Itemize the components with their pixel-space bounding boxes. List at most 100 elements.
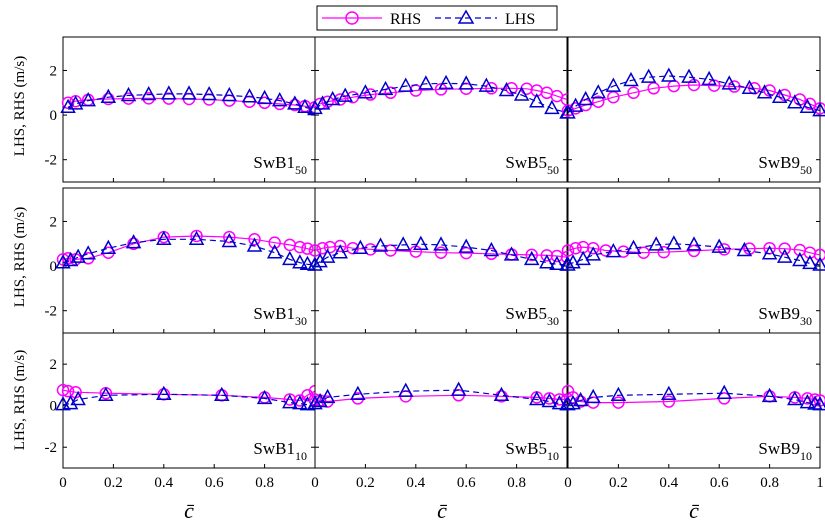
legend: RHS LHS [316,5,558,31]
rhs-point [627,86,640,100]
rhs-line [62,235,316,261]
lhs-point [256,389,273,405]
lhs-point [812,396,825,411]
panel-label: SwB950 [758,153,812,177]
x-tick-label: 0 [59,475,67,491]
y-tick-label: 2 [50,63,58,79]
panel-swb1-50: -2 0 2 SwB150 [45,36,323,183]
lhs-point [565,254,581,269]
panel-swb1-30: -2 0 2 SwB130 [45,187,323,334]
lhs-point [787,390,803,406]
x-tick-label: 0 [311,475,319,491]
lhs-point [70,390,86,406]
lhs-point [523,250,540,266]
rhs-point [333,239,347,253]
lhs-point [541,392,558,408]
rhs-point [569,241,582,255]
lhs-point [787,94,803,109]
rhs-point [248,233,261,246]
lhs-point [560,256,576,271]
lhs-point [544,99,560,115]
rhs-point [813,248,825,262]
lhs-point [357,84,374,99]
lhs-point [181,85,197,100]
rhs-point [61,96,75,110]
x-axis-label-col3: c̄ [689,498,700,523]
y-axis-label-row2: LHS, RHS (m/s) [12,207,28,307]
lhs-point [312,392,328,408]
panel-frame [62,187,316,334]
rhs-point [308,244,322,257]
rhs-point [190,229,203,243]
legend-rhs-marker [345,11,359,25]
rhs-point [657,245,671,259]
lhs-point [319,248,336,263]
lhs-point [418,75,434,90]
rhs-point [434,246,448,259]
lhs-point [761,245,778,260]
lhs-point [503,246,520,261]
lhs-point [156,385,172,401]
lhs-point [337,87,353,102]
lhs-point [716,384,732,399]
y-axis-label-row3: LHS, RHS (m/s) [12,350,28,450]
panel-label: SwB910 [758,439,812,463]
panel-label: SwB930 [758,304,812,328]
lhs-point [605,243,622,258]
y-axis-label-row1: LHS, RHS (m/s) [12,56,28,156]
lhs-point [125,234,142,249]
rhs-point [662,395,676,408]
lhs-point [438,74,454,90]
lhs-point [201,85,217,101]
panel-swb5-50: SwB550 [307,36,575,183]
lhs-point [62,395,79,410]
lhs-line [567,392,821,406]
lhs-point [292,254,308,269]
panel-label: SwB130 [253,304,307,328]
lhs-point [756,84,773,99]
x-tick-label: 0.2 [356,475,375,491]
lhs-point [493,386,510,402]
panel-frame [314,187,568,334]
x-tick-label: 0.4 [154,475,173,491]
lhs-point [292,395,308,410]
panel-swb5-10: 0 0.2 0.4 0.6 0.8 SwB510 [307,332,575,491]
lhs-point [610,386,627,402]
rhs-point [553,393,566,406]
rhs-point [127,237,140,251]
lhs-point [312,253,328,268]
y-tick-label: -2 [45,304,58,320]
rhs-point [288,98,302,112]
lhs-point [648,236,664,251]
lhs-point [736,241,753,257]
rhs-point [364,88,377,101]
lhs-point [575,250,591,266]
lhs-point [681,68,697,83]
x-tick-label: 0.2 [609,475,628,491]
lhs-point [282,394,298,409]
lhs-point [551,395,568,410]
x-tick-label: 0.8 [255,475,274,491]
lhs-point [572,391,589,407]
lhs-point [67,95,84,110]
lhs-point [282,250,298,266]
y-tick-label: -2 [45,440,58,456]
rhs-point [540,249,554,262]
panel-frame [314,36,568,183]
panel-frame [567,36,821,183]
lhs-point [100,239,117,254]
lhs-point [433,236,449,251]
lhs-point [395,236,411,251]
rhs-point [687,244,701,258]
rhs-point [550,249,564,263]
lhs-point [721,75,738,90]
lhs-line [62,393,315,406]
lhs-line [67,93,316,111]
lhs-point [625,239,642,254]
lhs-point [741,79,758,95]
lhs-point [221,86,238,102]
rhs-point [346,90,360,104]
rhs-point [717,243,731,256]
